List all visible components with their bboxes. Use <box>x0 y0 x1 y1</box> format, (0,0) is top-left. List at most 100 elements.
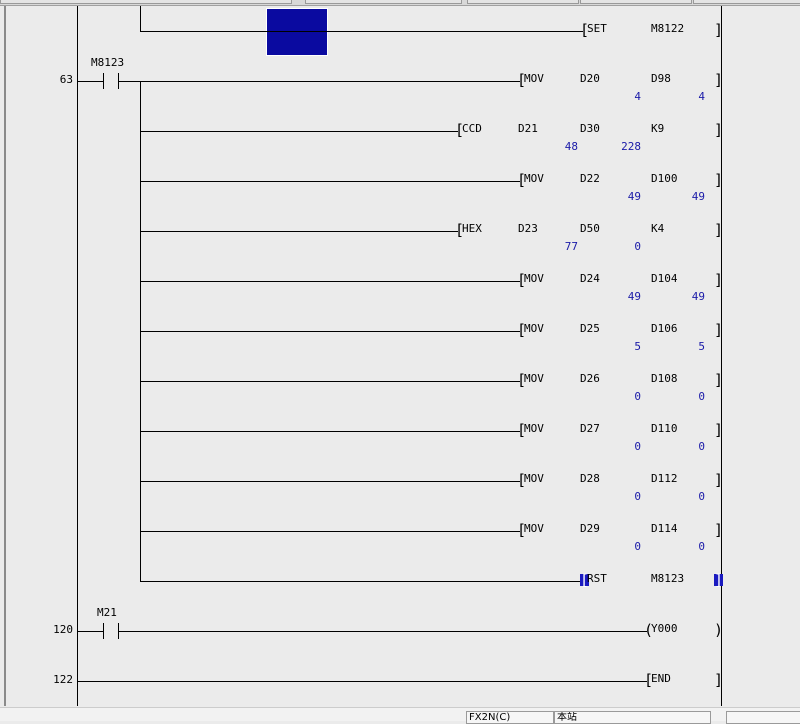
operand[interactable]: M8123 <box>651 572 685 585</box>
contact-label: M21 <box>97 606 117 619</box>
monitor-value: 49 <box>627 290 641 303</box>
instruction-hex[interactable]: HEX <box>462 222 482 235</box>
tab-segment[interactable] <box>580 0 692 4</box>
instruction-open-bracket: [ <box>517 321 527 339</box>
instruction-mov[interactable]: MOV <box>524 72 544 85</box>
instruction-open-bracket: [ <box>455 221 465 239</box>
operand[interactable]: D20 <box>580 72 600 85</box>
contact-no-m21[interactable] <box>103 623 119 639</box>
operand[interactable]: D98 <box>651 72 671 85</box>
instruction-mov[interactable]: MOV <box>524 322 544 335</box>
rung-wire <box>140 581 583 582</box>
instruction-open-bracket: [ <box>580 21 590 39</box>
instruction-mov[interactable]: MOV <box>524 472 544 485</box>
instruction-ccd[interactable]: CCD <box>462 122 482 135</box>
left-power-rail <box>77 6 78 706</box>
rung-wire <box>140 131 458 132</box>
instruction-open-bracket: [ <box>455 121 465 139</box>
operand[interactable]: D106 <box>651 322 678 335</box>
branch-wire <box>140 6 141 31</box>
instruction-open-bracket: [ <box>580 571 590 589</box>
instruction-close-bracket: ] <box>714 671 724 689</box>
operand[interactable]: D104 <box>651 272 678 285</box>
monitor-value: 49 <box>691 290 705 303</box>
instruction-close-bracket: ] <box>714 271 724 289</box>
status-station: 本站 <box>554 711 711 724</box>
instruction-close-bracket: ] <box>714 221 724 239</box>
rung-wire <box>140 531 520 532</box>
contact-no-m8123[interactable] <box>103 73 119 89</box>
instruction-mov[interactable]: MOV <box>524 422 544 435</box>
instruction-mov[interactable]: MOV <box>524 372 544 385</box>
editor-frame-border <box>4 6 6 706</box>
operand[interactable]: D108 <box>651 372 678 385</box>
instruction-close-bracket: ) <box>714 621 724 639</box>
ladder-editor[interactable]: [] SET M8122 63 M8123 [] MOV D20 D98 4 4 [] CCD D21 D3… <box>0 0 800 706</box>
monitor-value: 49 <box>691 190 705 203</box>
instruction-end[interactable]: END <box>651 672 671 685</box>
operand[interactable]: D29 <box>580 522 600 535</box>
tab-segment[interactable] <box>693 0 800 4</box>
rung-wire <box>140 381 520 382</box>
operand[interactable]: D114 <box>651 522 678 535</box>
instruction-rst[interactable]: RST <box>587 572 607 585</box>
monitor-value: 49 <box>627 190 641 203</box>
monitor-value: 0 <box>698 440 705 453</box>
monitor-value: 48 <box>564 140 578 153</box>
operand[interactable]: D50 <box>580 222 600 235</box>
instruction-open-bracket: [ <box>517 71 527 89</box>
rung-wire <box>140 31 583 32</box>
operand[interactable]: D100 <box>651 172 678 185</box>
cursor-selection[interactable] <box>266 8 328 56</box>
monitor-value: 4 <box>634 90 641 103</box>
instruction-close-bracket: ] <box>714 371 724 389</box>
rung-wire <box>140 231 458 232</box>
instruction-close-bracket: ] <box>714 21 724 39</box>
operand[interactable]: D27 <box>580 422 600 435</box>
instruction-open-bracket: [ <box>517 421 527 439</box>
instruction-mov[interactable]: MOV <box>524 172 544 185</box>
monitor-value: 0 <box>634 440 641 453</box>
instruction-close-bracket: ] <box>714 321 724 339</box>
status-plc-type: FX2N(C) <box>466 711 554 724</box>
monitor-value: 0 <box>634 390 641 403</box>
monitor-value: 0 <box>634 540 641 553</box>
tab-segment[interactable] <box>0 0 292 4</box>
operand[interactable]: D23 <box>518 222 538 235</box>
operand[interactable]: D110 <box>651 422 678 435</box>
rung-wire <box>77 681 647 682</box>
operand[interactable]: D26 <box>580 372 600 385</box>
instruction-set[interactable]: SET <box>587 22 607 35</box>
operand[interactable]: D30 <box>580 122 600 135</box>
monitor-value: 228 <box>621 140 641 153</box>
instruction-close-bracket: ] <box>714 471 724 489</box>
instruction-mov[interactable]: MOV <box>524 522 544 535</box>
instruction-mov[interactable]: MOV <box>524 272 544 285</box>
rung-wire <box>118 631 647 632</box>
operand[interactable]: D112 <box>651 472 678 485</box>
step-number: 63 <box>59 73 73 86</box>
instruction-close-bracket: ] <box>714 171 724 189</box>
instruction-close-bracket: ] <box>714 571 724 589</box>
instruction-close-bracket: ] <box>714 71 724 89</box>
status-bar: FX2N(C) 本站 <box>0 707 800 724</box>
operand[interactable]: K4 <box>651 222 665 235</box>
operand[interactable]: K9 <box>651 122 665 135</box>
top-tab-strip <box>0 0 800 6</box>
tab-segment[interactable] <box>467 0 579 4</box>
instruction-close-bracket: ] <box>714 421 724 439</box>
instruction-open-bracket: [ <box>517 271 527 289</box>
step-number: 120 <box>53 623 73 636</box>
operand[interactable]: D25 <box>580 322 600 335</box>
instruction-close-bracket: ] <box>714 521 724 539</box>
operand[interactable]: M8122 <box>651 22 685 35</box>
monitor-value: 5 <box>634 340 641 353</box>
operand[interactable]: D22 <box>580 172 600 185</box>
operand[interactable]: D28 <box>580 472 600 485</box>
instruction-open-bracket: [ <box>517 171 527 189</box>
rung-wire <box>140 281 520 282</box>
instruction-y000[interactable]: Y000 <box>651 622 678 635</box>
tab-segment[interactable] <box>305 0 462 4</box>
operand[interactable]: D21 <box>518 122 538 135</box>
operand[interactable]: D24 <box>580 272 600 285</box>
